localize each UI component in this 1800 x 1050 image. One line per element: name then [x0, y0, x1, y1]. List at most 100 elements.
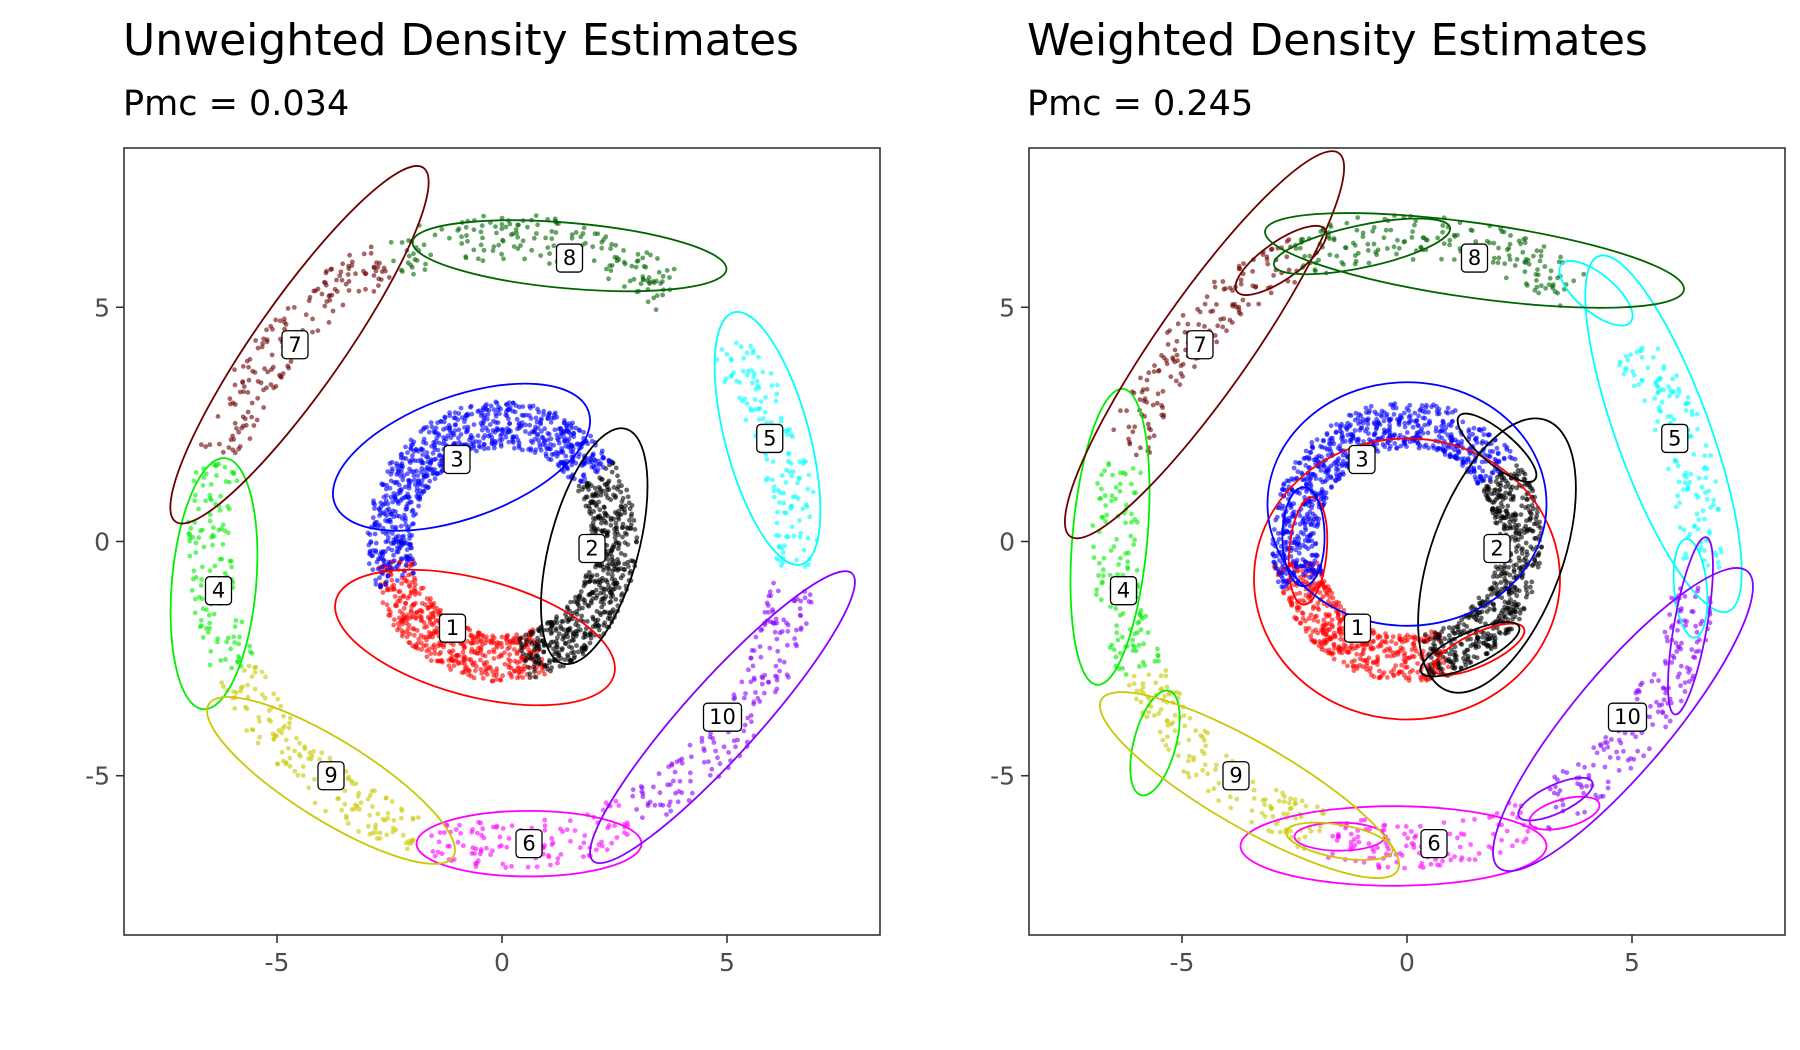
- data-point: [549, 452, 555, 457]
- data-point: [785, 427, 790, 433]
- data-point: [547, 660, 552, 665]
- data-point: [340, 261, 346, 267]
- data-point: [770, 459, 776, 465]
- data-point: [385, 573, 391, 578]
- data-point: [564, 428, 570, 433]
- data-point: [382, 817, 388, 823]
- data-point: [467, 437, 472, 443]
- data-point: [568, 599, 573, 605]
- data-point: [764, 600, 770, 606]
- data-point: [689, 754, 694, 760]
- data-point: [499, 653, 504, 659]
- data-point: [451, 663, 457, 669]
- data-point: [1334, 422, 1339, 427]
- data-point: [1522, 471, 1528, 477]
- data-point: [1345, 663, 1350, 669]
- data-point: [458, 405, 464, 411]
- data-point: [225, 504, 231, 509]
- data-point: [613, 561, 619, 567]
- data-point: [361, 251, 367, 257]
- data-point: [407, 584, 413, 589]
- label-text: 8: [563, 246, 576, 270]
- data-point: [1336, 627, 1342, 632]
- data-point: [576, 483, 582, 489]
- data-point: [578, 627, 583, 633]
- data-point: [1311, 617, 1317, 623]
- data-point: [608, 268, 614, 273]
- data-point: [1291, 465, 1297, 471]
- label-text: 10: [709, 705, 736, 729]
- data-point: [1328, 474, 1334, 480]
- data-point: [388, 519, 393, 525]
- data-point: [226, 479, 232, 485]
- data-point: [623, 503, 628, 509]
- data-point: [244, 706, 250, 712]
- data-point: [1514, 604, 1520, 610]
- data-point: [266, 708, 272, 713]
- data-point: [1402, 420, 1408, 426]
- data-point: [531, 664, 537, 670]
- data-point: [1354, 666, 1360, 671]
- data-point: [292, 748, 297, 754]
- data-point: [240, 684, 246, 690]
- data-point: [188, 525, 194, 531]
- data-point: [612, 566, 617, 572]
- data-point: [1332, 634, 1338, 640]
- data-point: [605, 495, 611, 501]
- data-point: [751, 348, 756, 353]
- data-point: [1380, 434, 1385, 440]
- data-point: [778, 490, 783, 496]
- data-point: [372, 506, 377, 511]
- data-point: [582, 600, 588, 606]
- data-point: [653, 307, 659, 313]
- data-point: [420, 452, 426, 457]
- data-point: [1495, 450, 1501, 456]
- data-point: [459, 660, 465, 665]
- data-point: [1271, 553, 1277, 559]
- data-point: [204, 607, 209, 613]
- data-point: [1436, 411, 1442, 416]
- data-point: [561, 469, 566, 475]
- data-point: [297, 740, 302, 746]
- data-point: [412, 632, 417, 638]
- data-point: [397, 608, 403, 614]
- data-point: [241, 384, 247, 389]
- data-point: [728, 356, 734, 362]
- data-point: [733, 340, 739, 346]
- data-point: [375, 566, 381, 572]
- data-point: [193, 550, 199, 555]
- x-tick-label: -5: [265, 948, 290, 977]
- data-point: [1520, 546, 1525, 551]
- cluster-label-5: 5: [756, 423, 784, 454]
- data-point: [771, 580, 776, 586]
- data-point: [475, 433, 481, 439]
- data-point: [399, 806, 404, 812]
- data-point: [418, 429, 424, 434]
- data-point: [234, 478, 240, 484]
- data-point: [1377, 668, 1382, 674]
- data-point: [447, 235, 452, 241]
- data-point: [741, 368, 746, 374]
- data-point: [677, 778, 683, 784]
- data-point: [221, 684, 226, 689]
- data-point: [1529, 589, 1535, 595]
- data-point: [399, 267, 404, 273]
- data-point: [491, 244, 497, 250]
- data-point: [1130, 637, 1135, 643]
- data-point: [630, 793, 636, 799]
- data-point: [1448, 454, 1454, 460]
- data-point: [612, 823, 617, 828]
- data-point: [804, 504, 810, 510]
- data-point: [383, 795, 389, 801]
- data-point: [578, 234, 584, 240]
- data-point: [1369, 672, 1374, 678]
- data-point: [644, 250, 650, 256]
- data-point: [303, 312, 309, 318]
- data-point: [275, 696, 281, 702]
- data-point: [547, 261, 552, 266]
- data-point: [413, 589, 419, 595]
- data-point: [403, 522, 409, 527]
- data-point: [794, 596, 800, 602]
- data-point: [627, 517, 632, 523]
- data-point: [386, 587, 391, 593]
